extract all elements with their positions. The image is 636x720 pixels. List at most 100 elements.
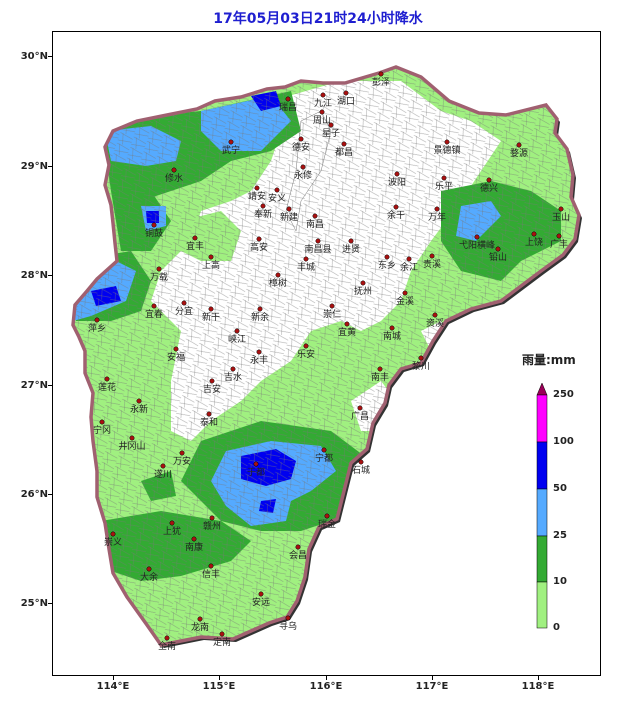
city-label: 弋阳横峰 — [459, 239, 495, 251]
lat-label-29: 29°N — [20, 161, 48, 172]
city-marker — [558, 206, 564, 212]
legend-swatch-0-10 — [536, 581, 548, 629]
city-marker — [253, 461, 259, 467]
lon-tick — [538, 676, 539, 680]
legend-colorbar — [536, 382, 548, 629]
lat-tick — [48, 166, 52, 167]
city-label: 峡江 — [228, 333, 246, 345]
city-marker — [315, 238, 321, 244]
city-label: 永丰 — [250, 354, 268, 366]
city-marker — [234, 328, 240, 334]
city-label: 武宁 — [222, 144, 240, 156]
map-canvas: 彭泽瑞昌 九江 湖口周山星子武宁 德安 都昌 景德镇 婺源修水 永修波阳 乐平 德兴靖安 安义奉新新… — [71, 65, 582, 652]
city-marker — [329, 303, 335, 309]
city-label: 丰城 — [297, 261, 315, 273]
city-marker — [181, 300, 187, 306]
city-marker — [219, 631, 225, 637]
city-label: 安远 — [252, 596, 270, 608]
city-label: 余干 — [387, 209, 405, 221]
city-marker — [136, 398, 142, 404]
lat-tick — [48, 385, 52, 386]
city-marker — [208, 563, 214, 569]
city-marker — [341, 141, 347, 147]
city-label: 樟树 — [269, 277, 287, 289]
legend-swatch-25-50 — [536, 488, 548, 537]
city-marker — [295, 544, 301, 550]
city-marker — [394, 171, 400, 177]
city-label: 永新 — [130, 403, 148, 415]
city-marker — [254, 185, 260, 191]
city-marker — [94, 317, 100, 323]
city-label: 东乡 — [378, 259, 396, 271]
city-marker — [402, 290, 408, 296]
city-marker — [324, 513, 330, 519]
lat-label-26: 26°N — [20, 489, 48, 500]
city-marker — [344, 321, 350, 327]
city-label: 乐平 — [435, 180, 453, 192]
city-marker — [151, 303, 157, 309]
city-marker — [256, 236, 262, 242]
city-label: 新建 — [280, 211, 298, 223]
city-marker — [303, 256, 309, 262]
legend-label-0: 0 — [553, 622, 560, 633]
lat-tick — [48, 275, 52, 276]
city-marker — [208, 254, 214, 260]
city-marker — [556, 233, 562, 239]
city-marker — [343, 90, 349, 96]
city-marker — [258, 591, 264, 597]
city-marker — [151, 222, 157, 228]
city-label: 波阳 — [388, 176, 406, 188]
city-marker — [321, 447, 327, 453]
legend-title: 雨量:mm — [522, 353, 576, 367]
city-label: 莲花 — [98, 381, 116, 393]
lon-label-115: 115°E — [202, 681, 236, 692]
legend-label-50: 50 — [553, 483, 567, 494]
city-label: 都昌 — [335, 147, 353, 158]
city-marker — [358, 459, 364, 465]
city-marker — [260, 203, 266, 209]
city-label: 广昌 — [351, 410, 369, 422]
city-label: 龙南 — [191, 621, 209, 633]
city-label: 彭泽 — [372, 76, 390, 88]
legend-swatch-100-250 — [536, 394, 548, 443]
lat-label-27: 27°N — [20, 380, 48, 391]
lon-label-116: 116°E — [309, 681, 343, 692]
city-marker — [286, 206, 292, 212]
city-label: 崇仁 — [323, 308, 341, 320]
lon-tick — [113, 676, 114, 680]
legend-label-100: 100 — [553, 436, 574, 447]
city-marker — [160, 463, 166, 469]
city-label: 星子 — [322, 128, 340, 139]
city-label: 石城 — [352, 465, 370, 476]
city-label: 万年 — [428, 211, 446, 223]
lat-label-28: 28°N — [20, 270, 48, 281]
lon-tick — [326, 676, 327, 680]
city-label: 新干 — [202, 311, 220, 323]
city-marker — [486, 177, 492, 183]
city-label: 湖口 — [337, 96, 355, 107]
city-label: 铜鼓 — [145, 227, 163, 239]
city-marker — [256, 349, 262, 355]
city-marker — [434, 206, 440, 212]
city-marker — [192, 235, 198, 241]
city-label: 吉安 — [203, 383, 221, 395]
city-label: 资溪 — [426, 317, 444, 329]
city-marker — [531, 231, 537, 237]
city-label: 南昌 — [306, 218, 324, 230]
city-marker — [474, 234, 480, 240]
city-marker — [171, 167, 177, 173]
legend-label-250: 250 — [553, 389, 574, 400]
city-marker — [432, 312, 438, 318]
city-marker — [303, 343, 309, 349]
city-label: 泰和 — [200, 416, 218, 428]
city-label: 于都 — [247, 467, 265, 478]
city-marker — [495, 246, 501, 252]
city-label: 安福 — [167, 351, 185, 363]
city-marker — [209, 378, 215, 384]
city-label: 崇义 — [104, 537, 122, 548]
city-marker — [389, 325, 395, 331]
lon-label-118: 118°E — [521, 681, 555, 692]
lon-tick — [432, 676, 433, 680]
city-label: 遂川 — [154, 468, 172, 480]
city-marker — [129, 435, 135, 441]
